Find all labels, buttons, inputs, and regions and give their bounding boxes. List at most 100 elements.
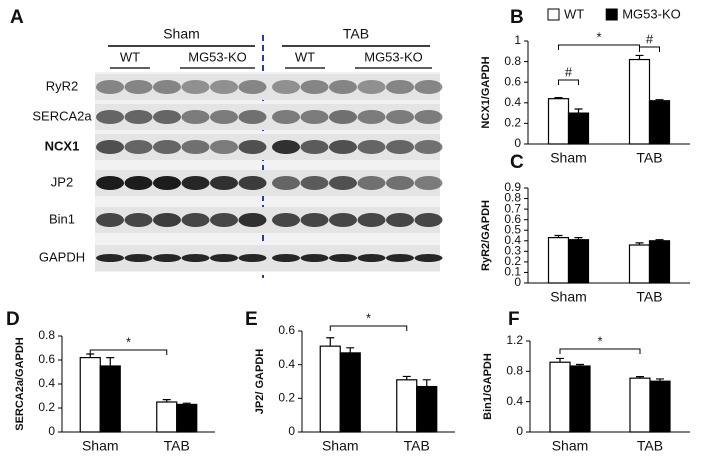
band bbox=[414, 254, 443, 262]
band bbox=[357, 213, 386, 227]
x-tick-label: Sham bbox=[550, 150, 587, 166]
bar bbox=[628, 58, 651, 145]
band bbox=[210, 254, 238, 262]
band bbox=[153, 140, 181, 154]
significance-bracket bbox=[558, 79, 579, 85]
row-label: Bin1 bbox=[49, 211, 75, 226]
band bbox=[329, 213, 357, 227]
legend-swatch bbox=[605, 8, 618, 21]
band bbox=[329, 254, 357, 262]
row-label: RyR2 bbox=[46, 78, 79, 93]
band bbox=[210, 140, 238, 154]
error-bar bbox=[402, 375, 411, 380]
band bbox=[238, 140, 267, 154]
subgroup-label: MG53-KO bbox=[188, 49, 247, 64]
band bbox=[96, 110, 124, 124]
bar bbox=[629, 377, 651, 433]
y-tick-label: 0.9 bbox=[504, 180, 521, 194]
band bbox=[386, 80, 414, 94]
y-tick-label: 0.1 bbox=[504, 265, 521, 279]
band bbox=[357, 110, 386, 124]
band bbox=[414, 176, 443, 190]
significance-label: # bbox=[565, 64, 573, 79]
band bbox=[238, 80, 267, 94]
band bbox=[357, 254, 386, 262]
band bbox=[96, 140, 124, 154]
y-tick-label: 0.2 bbox=[38, 400, 55, 414]
bar bbox=[156, 401, 178, 433]
band bbox=[238, 254, 267, 262]
legend-label: MG53-KO bbox=[622, 6, 681, 21]
band bbox=[181, 176, 210, 190]
band bbox=[181, 110, 210, 124]
band bbox=[210, 213, 238, 227]
y-tick-label: 0.6 bbox=[504, 212, 521, 226]
y-tick-label: 0.4 bbox=[504, 233, 521, 247]
panel-label: B bbox=[510, 7, 524, 28]
y-axis-label: SERCA2a/GAPDH bbox=[14, 337, 26, 431]
significance-bracket bbox=[558, 44, 640, 50]
band bbox=[386, 254, 414, 262]
band bbox=[357, 80, 386, 94]
band bbox=[124, 110, 153, 124]
band bbox=[300, 140, 329, 154]
y-tick-label: 0.7 bbox=[504, 201, 521, 215]
band bbox=[386, 140, 414, 154]
blot-strip bbox=[95, 74, 440, 100]
significance-bracket bbox=[639, 46, 660, 52]
significance-label: * bbox=[597, 333, 602, 348]
band bbox=[414, 80, 443, 94]
band bbox=[181, 254, 210, 262]
band bbox=[153, 254, 181, 262]
band bbox=[272, 140, 300, 154]
y-tick-label: 0 bbox=[288, 424, 295, 438]
group-label: Sham bbox=[163, 26, 200, 42]
bar bbox=[99, 365, 121, 433]
error-bar bbox=[326, 337, 335, 347]
significance-label: * bbox=[596, 29, 601, 44]
band bbox=[300, 213, 329, 227]
significance-bracket bbox=[89, 349, 168, 355]
y-tick-label: 0.8 bbox=[504, 54, 521, 68]
error-bar bbox=[182, 402, 191, 405]
band bbox=[210, 80, 238, 94]
band bbox=[414, 213, 443, 227]
bar bbox=[339, 352, 361, 433]
band bbox=[153, 80, 181, 94]
row-label: JP2 bbox=[51, 174, 73, 189]
x-tick-label: TAB bbox=[636, 150, 662, 166]
y-axis-label: NCX1/GAPDH bbox=[480, 56, 492, 128]
band bbox=[300, 254, 329, 262]
group-label: TAB bbox=[343, 26, 369, 42]
error-bar bbox=[655, 239, 664, 241]
bar bbox=[649, 380, 671, 433]
y-tick-label: 0.2 bbox=[504, 116, 521, 130]
y-tick-label: 0 bbox=[514, 136, 521, 150]
band bbox=[124, 140, 153, 154]
y-tick-label: 0.5 bbox=[504, 222, 521, 236]
bar bbox=[547, 237, 570, 284]
bar bbox=[396, 379, 418, 433]
bar bbox=[567, 239, 590, 284]
x-tick-label: TAB bbox=[164, 438, 190, 454]
band bbox=[300, 110, 329, 124]
error-bar bbox=[574, 237, 583, 240]
band bbox=[329, 176, 357, 190]
band bbox=[272, 80, 300, 94]
legend-swatch bbox=[547, 8, 560, 21]
x-tick-label: TAB bbox=[637, 438, 663, 454]
subgroup-label: MG53-KO bbox=[364, 49, 423, 64]
x-tick-label: Sham bbox=[552, 438, 589, 454]
y-tick-label: 0.8 bbox=[38, 328, 55, 342]
band bbox=[96, 254, 124, 262]
y-tick-label: 1.2 bbox=[506, 333, 523, 347]
band bbox=[272, 213, 300, 227]
panel-label: E bbox=[245, 309, 258, 330]
error-bar bbox=[554, 234, 563, 238]
panel-label: D bbox=[6, 309, 20, 330]
band bbox=[238, 110, 267, 124]
y-tick-label: 0.6 bbox=[38, 352, 55, 366]
y-tick-label: 0.6 bbox=[504, 74, 521, 88]
error-bar bbox=[635, 242, 644, 245]
y-axis-label: RyR2/GAPDH bbox=[480, 200, 492, 271]
